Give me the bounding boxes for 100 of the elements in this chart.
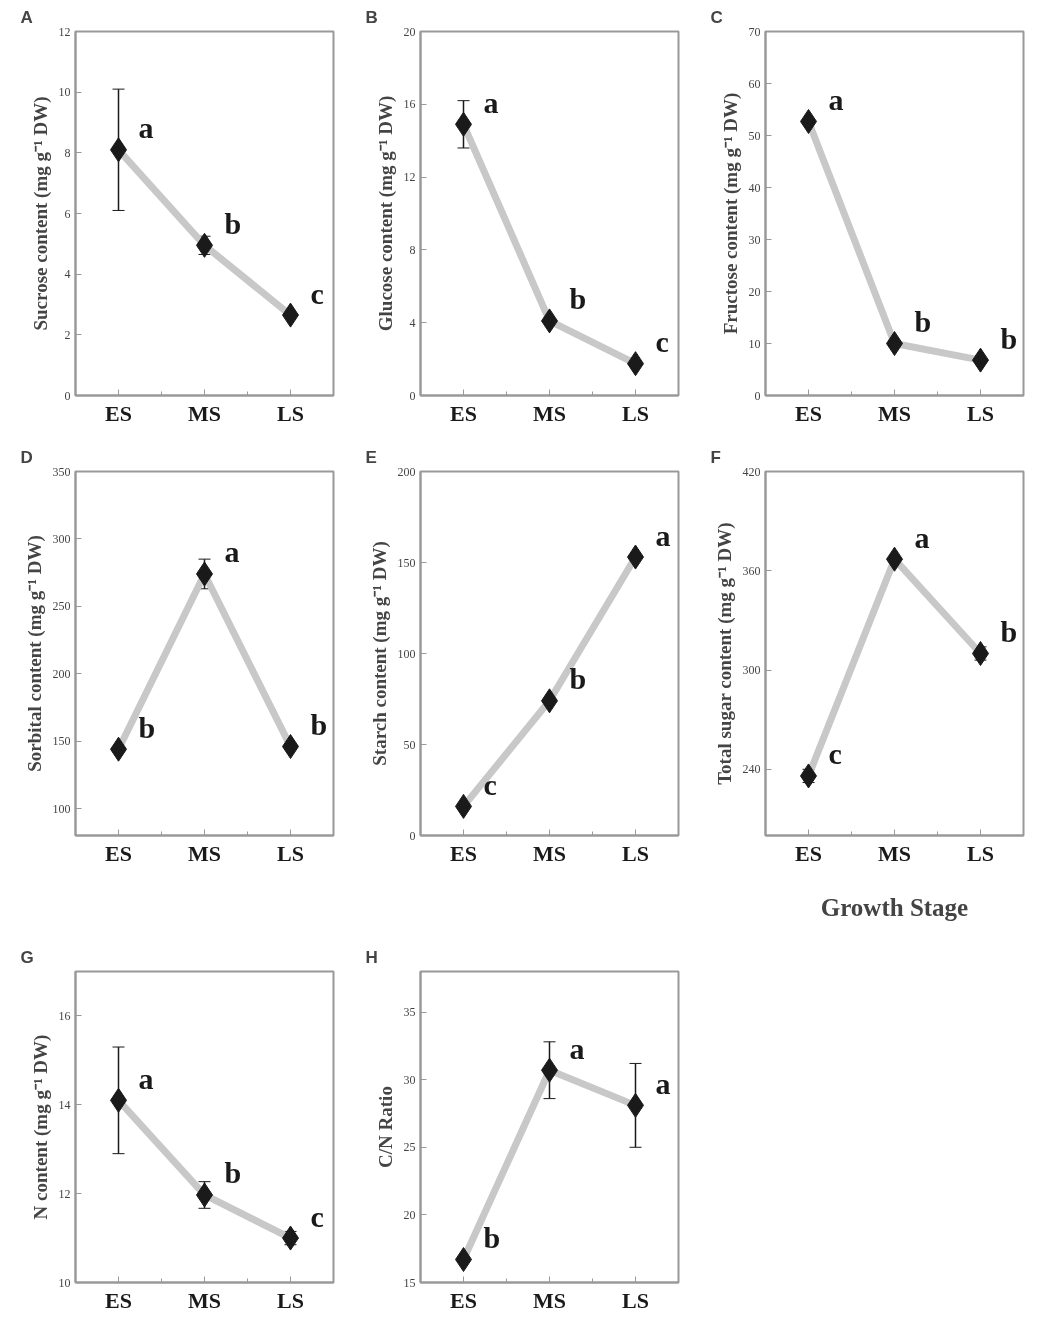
x-tick-label: LS [277, 1287, 304, 1313]
y-tick-label: 10 [58, 1275, 71, 1290]
annotation: c [828, 737, 842, 771]
x-tick-label: ES [450, 840, 477, 866]
y-tick-label: 240 [742, 762, 761, 777]
x-tick-label: ES [795, 840, 822, 866]
x-tick-label: MS [533, 840, 566, 866]
x-tick-label: MS [533, 1287, 566, 1313]
x-tick-label: ES [105, 1287, 132, 1313]
annotation: c [655, 325, 669, 359]
y-tick-label: 12 [58, 1186, 71, 1201]
y-tick-label: 12 [58, 24, 71, 39]
annotation: a [569, 1031, 585, 1065]
x-tick-label: ES [105, 840, 132, 866]
annotation: c [310, 1199, 324, 1233]
annotation: b [483, 1221, 501, 1255]
y-tick-label: 0 [64, 388, 71, 403]
y-tick-label: 70 [748, 24, 761, 39]
x-tick-label: MS [878, 840, 911, 866]
y-tick-label: 20 [403, 1207, 416, 1222]
y-axis-title: Total sugar content (mg g⁻¹ DW) [713, 522, 736, 785]
y-tick-label: 2 [64, 327, 71, 342]
y-tick-label: 250 [52, 599, 71, 614]
y-axis-title: Fructose content (mg g⁻¹ DW) [719, 92, 742, 335]
chart-title: B [365, 7, 378, 27]
x-tick-label: LS [277, 400, 304, 426]
y-tick-label: 200 [52, 666, 71, 681]
x-tick-label: LS [622, 1287, 649, 1313]
annotation: c [310, 276, 324, 310]
y-tick-label: 300 [52, 531, 71, 546]
annotation: b [569, 662, 587, 696]
annotation: b [138, 710, 156, 744]
x-tick-label: ES [795, 400, 822, 426]
annotation: a [483, 85, 499, 119]
x-tick-label: LS [622, 400, 649, 426]
y-tick-label: 360 [742, 563, 761, 578]
y-tick-label: 420 [742, 464, 761, 479]
y-tick-label: 8 [64, 145, 71, 160]
y-tick-label: 20 [748, 284, 761, 299]
chart-title: G [20, 947, 34, 967]
y-axis-title: C/N Ratio [374, 1086, 396, 1168]
x-tick-label: LS [622, 840, 649, 866]
annotation: a [138, 111, 154, 145]
y-tick-label: 10 [748, 336, 761, 351]
y-tick-label: 150 [397, 555, 416, 570]
y-tick-label: 10 [58, 85, 71, 100]
y-tick-label: 200 [397, 464, 416, 479]
y-tick-label: 150 [52, 734, 71, 749]
y-tick-label: 350 [52, 464, 71, 479]
y-tick-label: 15 [403, 1275, 416, 1290]
x-tick-label: MS [188, 400, 221, 426]
y-axis-title: Sucrose content (mg g⁻¹ DW) [29, 96, 52, 331]
annotation: b [1000, 615, 1018, 648]
y-tick-label: 16 [58, 1008, 71, 1023]
chart-title: F [710, 447, 721, 467]
y-tick-label: 300 [742, 663, 761, 678]
annotation: b [224, 206, 242, 240]
annotation: a [914, 520, 930, 554]
annotation: a [828, 82, 844, 116]
y-tick-label: 60 [748, 76, 761, 91]
annotation: a [224, 535, 240, 569]
chart-title: C [710, 7, 723, 27]
y-tick-label: 0 [409, 388, 416, 403]
x-tick-label: ES [105, 400, 132, 426]
x-tick-label: MS [878, 400, 911, 426]
y-tick-label: 100 [397, 646, 416, 661]
y-tick-label: 4 [409, 315, 416, 330]
chart-title: A [20, 7, 33, 27]
annotation: a [655, 1066, 671, 1100]
y-tick-label: 35 [403, 1005, 416, 1020]
annotation: b [569, 282, 587, 316]
annotation: b [914, 305, 932, 338]
annotation: b [310, 708, 328, 742]
y-tick-label: 30 [403, 1072, 416, 1087]
x-tick-label: LS [967, 400, 994, 426]
y-tick-label: 6 [64, 206, 71, 221]
x-tick-label: ES [450, 1287, 477, 1313]
y-tick-label: 100 [52, 801, 71, 816]
y-axis-title: N content (mg g⁻¹ DW) [29, 1034, 52, 1220]
x-tick-label: MS [533, 400, 566, 426]
y-tick-label: 50 [403, 737, 416, 752]
y-tick-label: 40 [748, 180, 761, 195]
chart-title: E [365, 447, 377, 467]
y-tick-label: 20 [403, 24, 416, 39]
y-tick-label: 12 [403, 170, 416, 185]
annotation: c [483, 767, 497, 801]
y-tick-label: 0 [409, 828, 416, 843]
y-tick-label: 4 [64, 267, 71, 282]
y-tick-label: 50 [748, 128, 761, 143]
annotation: b [224, 1156, 242, 1190]
annotation: b [1000, 321, 1018, 355]
y-tick-label: 30 [748, 232, 761, 247]
annotation: a [138, 1061, 154, 1095]
y-tick-label: 0 [754, 388, 761, 403]
y-tick-label: 14 [58, 1097, 71, 1112]
x-tick-label: LS [277, 840, 304, 866]
x-tick-label: MS [188, 1287, 221, 1313]
x-tick-label: MS [188, 840, 221, 866]
x-tick-label: ES [450, 400, 477, 426]
y-tick-label: 25 [403, 1140, 416, 1155]
